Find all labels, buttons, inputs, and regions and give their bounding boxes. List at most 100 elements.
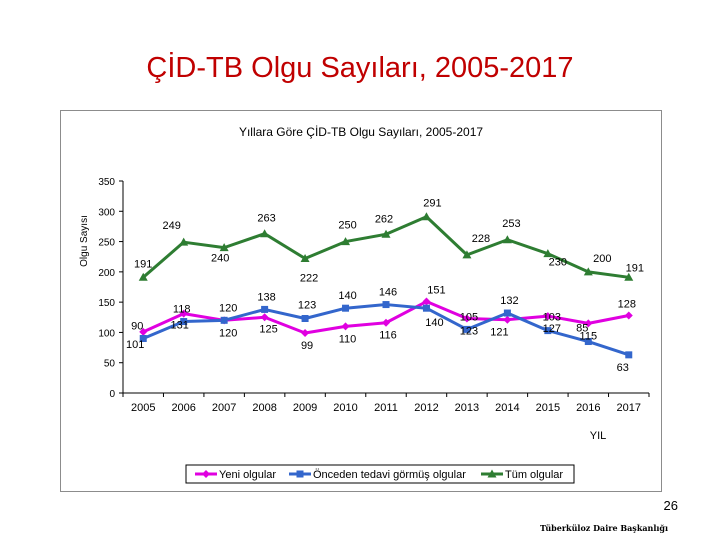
data-point — [342, 304, 350, 312]
legend-swatch-marker — [487, 469, 497, 478]
data-point — [261, 305, 269, 313]
legend-frame — [185, 464, 575, 484]
y-tick-label: 350 — [98, 177, 115, 188]
legend-label: Tüm olgular — [505, 469, 563, 481]
data-label: 63 — [617, 362, 629, 374]
data-point — [260, 313, 269, 322]
data-point — [624, 272, 634, 281]
legend-label: Yeni olgular — [219, 469, 276, 481]
data-label: 123 — [298, 299, 316, 311]
chart-legend: Yeni olgular Önceden tedavi görmüş olgula… — [185, 464, 575, 484]
data-label: 128 — [618, 298, 636, 310]
slide-title: ÇİD-TB Olgu Sayıları, 2005-2017 — [146, 52, 574, 84]
x-tick-label: 2012 — [414, 402, 438, 414]
y-tick-label: 50 — [104, 359, 116, 370]
y-tick-label: 200 — [98, 268, 115, 279]
data-point — [421, 212, 431, 221]
x-tick-label: 2013 — [455, 402, 479, 414]
y-axis-label: Olgu Sayısı — [79, 215, 90, 267]
data-label: 105 — [460, 311, 478, 323]
data-label: 120 — [219, 327, 237, 339]
data-label: 101 — [126, 339, 144, 351]
data-point — [180, 318, 188, 326]
data-point — [179, 309, 188, 318]
data-point — [584, 338, 592, 346]
data-label: 99 — [301, 340, 313, 352]
legend-swatch-marker — [202, 470, 210, 478]
data-label: 123 — [460, 325, 478, 337]
page-number: 26 — [663, 498, 678, 513]
x-axis-label: YIL — [590, 430, 607, 442]
line-chart: Yıllara Göre ÇİD-TB Olgu Sayıları, 2005-… — [79, 125, 650, 484]
data-label: 132 — [500, 295, 518, 307]
data-label: 138 — [257, 291, 275, 303]
data-label: 263 — [257, 213, 275, 225]
y-tick-label: 250 — [98, 238, 115, 249]
legend-label: Önceden tedavi görmüş olgular — [313, 469, 466, 481]
data-point — [179, 237, 189, 246]
data-point — [382, 301, 390, 309]
data-label: 85 — [576, 323, 588, 335]
data-label: 120 — [219, 302, 237, 314]
data-label: 262 — [375, 213, 393, 225]
x-tick-label: 2005 — [131, 402, 155, 414]
x-tick-label: 2008 — [252, 402, 276, 414]
x-tick-label: 2006 — [171, 402, 195, 414]
data-label: 250 — [338, 220, 356, 232]
data-point — [625, 351, 633, 359]
data-point — [584, 319, 593, 328]
x-tick-label: 2009 — [293, 402, 317, 414]
data-point — [624, 311, 633, 320]
x-tick-label: 2015 — [536, 402, 560, 414]
data-label: 253 — [502, 218, 520, 230]
data-point — [503, 315, 512, 324]
data-label: 127 — [543, 323, 561, 335]
data-point — [543, 312, 552, 321]
data-label: 151 — [427, 285, 445, 297]
data-label: 125 — [259, 323, 277, 335]
y-tick-label: 0 — [109, 389, 115, 400]
x-tick-label: 2007 — [212, 402, 236, 414]
data-point — [422, 304, 430, 312]
data-point — [139, 334, 147, 342]
data-point — [462, 250, 472, 259]
data-point — [382, 318, 390, 327]
data-label: 121 — [490, 327, 508, 339]
data-point — [260, 229, 270, 238]
x-tick-label: 2010 — [333, 402, 357, 414]
x-tick-label: 2011 — [374, 402, 398, 414]
x-tick-label: 2014 — [495, 402, 519, 414]
data-label: 90 — [131, 320, 143, 332]
data-point — [139, 327, 148, 336]
data-label: 103 — [543, 312, 561, 324]
data-point — [583, 267, 593, 276]
data-point — [503, 309, 511, 317]
data-point — [301, 314, 309, 322]
data-point — [220, 316, 228, 324]
data-label: 140 — [338, 290, 356, 302]
data-label: 191 — [626, 262, 644, 274]
data-point — [138, 272, 148, 281]
data-point — [462, 314, 471, 323]
data-point — [502, 235, 512, 244]
data-label: 249 — [163, 220, 181, 232]
data-label: 291 — [423, 198, 441, 210]
data-point — [543, 249, 553, 258]
data-point — [341, 237, 351, 246]
legend-swatch-marker — [296, 470, 304, 478]
chart-container: Yıllara Göre ÇİD-TB Olgu Sayıları, 2005-… — [60, 110, 662, 492]
data-point — [300, 254, 310, 263]
data-label: 110 — [339, 333, 357, 345]
data-label: 191 — [134, 258, 152, 270]
data-point — [381, 229, 391, 238]
data-point — [463, 325, 471, 333]
data-label: 118 — [173, 304, 191, 316]
data-point — [544, 327, 552, 335]
data-label: 222 — [300, 273, 318, 285]
data-label: 200 — [593, 253, 611, 265]
data-label: 115 — [580, 330, 598, 342]
data-label: 131 — [171, 320, 189, 332]
data-point — [219, 243, 229, 252]
data-point — [301, 329, 310, 338]
data-label: 228 — [472, 233, 490, 245]
